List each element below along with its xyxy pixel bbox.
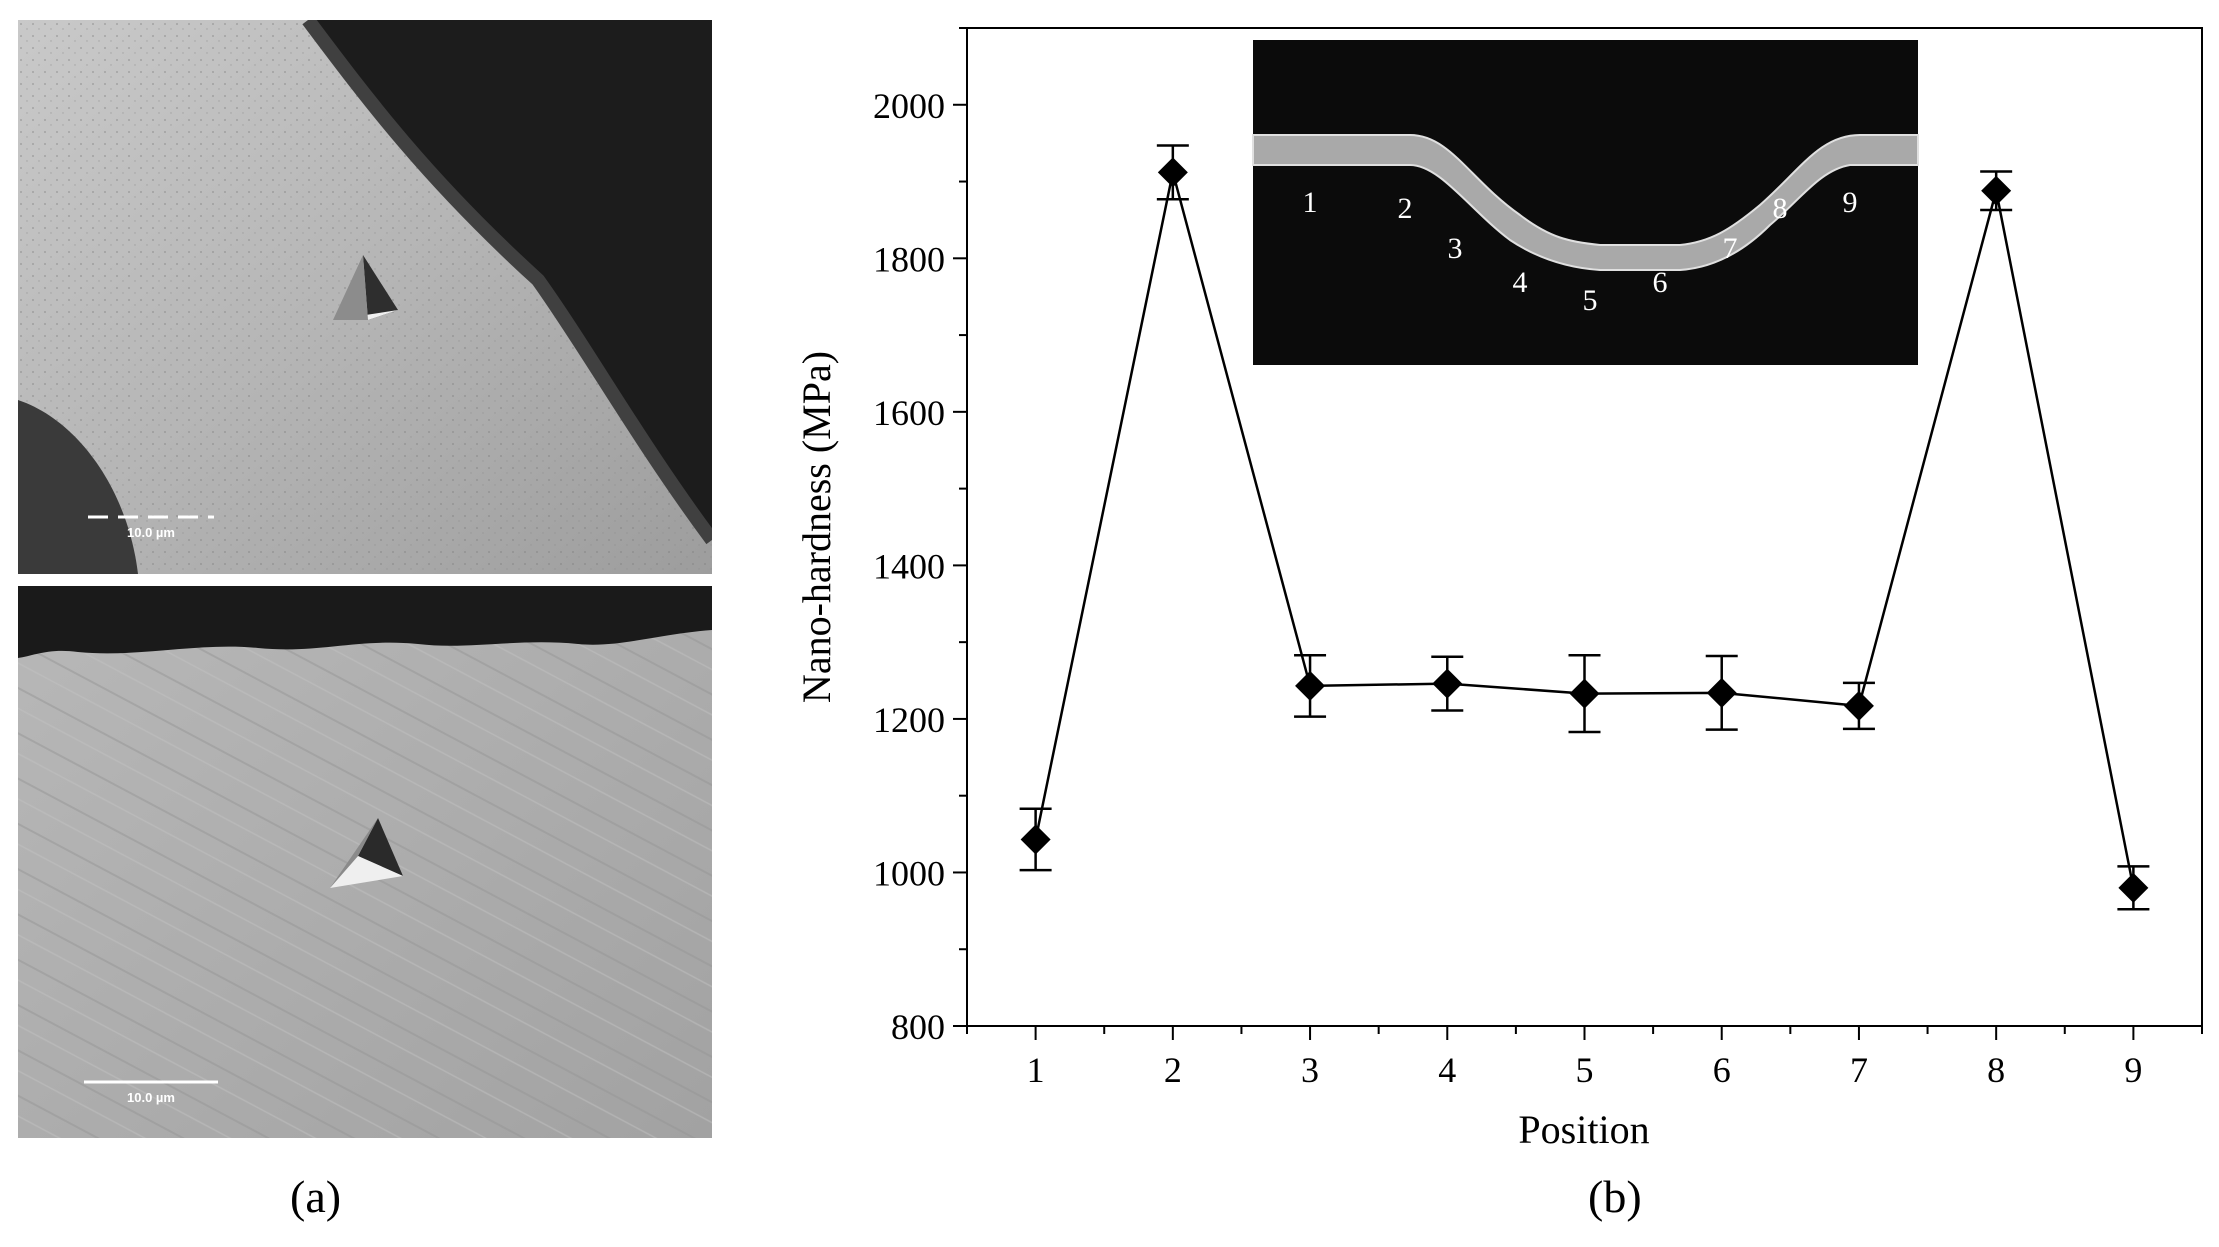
inset-position-label: 5 (1583, 284, 1598, 317)
data-point-marker (1295, 670, 1326, 701)
data-point-marker (1157, 157, 1188, 188)
x-tick-label: 7 (1850, 1050, 1868, 1090)
inset-position-label: 4 (1513, 266, 1528, 299)
panel-label-b: (b) (1588, 1171, 1642, 1222)
x-tick-label: 4 (1438, 1050, 1456, 1090)
inset-micrograph: 1 2 3 4 5 6 7 8 9 (1252, 40, 1919, 365)
hardness-chart: 1 2 3 4 5 6 7 8 9 800 1000 1200 1400 1600 1800 2000 1 2… (794, 27, 2203, 1152)
x-tick-label: 9 (2124, 1050, 2142, 1090)
inset-position-label: 1 (1303, 186, 1318, 219)
panel-label-a: (a) (290, 1171, 342, 1222)
x-axis-label: Position (1518, 1107, 1649, 1152)
y-tick-label: 1800 (873, 239, 945, 279)
inset-position-label: 2 (1398, 192, 1413, 225)
data-point-marker (1020, 824, 1051, 855)
y-tick-label: 2000 (873, 86, 945, 126)
data-point-marker (1569, 678, 1600, 709)
y-tick-label: 1000 (873, 853, 945, 893)
micrograph-bottom: 10.0 µm (18, 586, 712, 1138)
inset-position-label: 9 (1843, 186, 1858, 219)
x-tick-label: 3 (1301, 1050, 1319, 1090)
x-tick-label: 6 (1713, 1050, 1731, 1090)
inset-position-label: 8 (1773, 192, 1788, 225)
x-tick-label: 2 (1164, 1050, 1182, 1090)
inset-position-label: 7 (1723, 232, 1738, 265)
inset-position-label: 6 (1653, 266, 1668, 299)
data-point-marker (1706, 677, 1737, 708)
y-tick-label: 1200 (873, 700, 945, 740)
micrograph-top: 10.0 µm (18, 20, 712, 574)
x-tick-label: 5 (1576, 1050, 1594, 1090)
data-point-marker (1981, 175, 2012, 206)
scale-bar-label-top: 10.0 µm (127, 525, 175, 540)
data-point-marker (1843, 690, 1874, 721)
x-tick-label: 1 (1027, 1050, 1045, 1090)
y-axis-label: Nano-hardness (MPa) (794, 351, 839, 703)
scale-bar-label-bottom: 10.0 µm (127, 1090, 175, 1105)
y-tick-label: 1400 (873, 546, 945, 586)
data-point-marker (1432, 668, 1463, 699)
y-tick-label: 1600 (873, 393, 945, 433)
data-point-marker (2118, 872, 2149, 903)
x-tick-label: 8 (1987, 1050, 2005, 1090)
inset-position-label: 3 (1448, 232, 1463, 265)
y-tick-label: 800 (891, 1007, 945, 1047)
